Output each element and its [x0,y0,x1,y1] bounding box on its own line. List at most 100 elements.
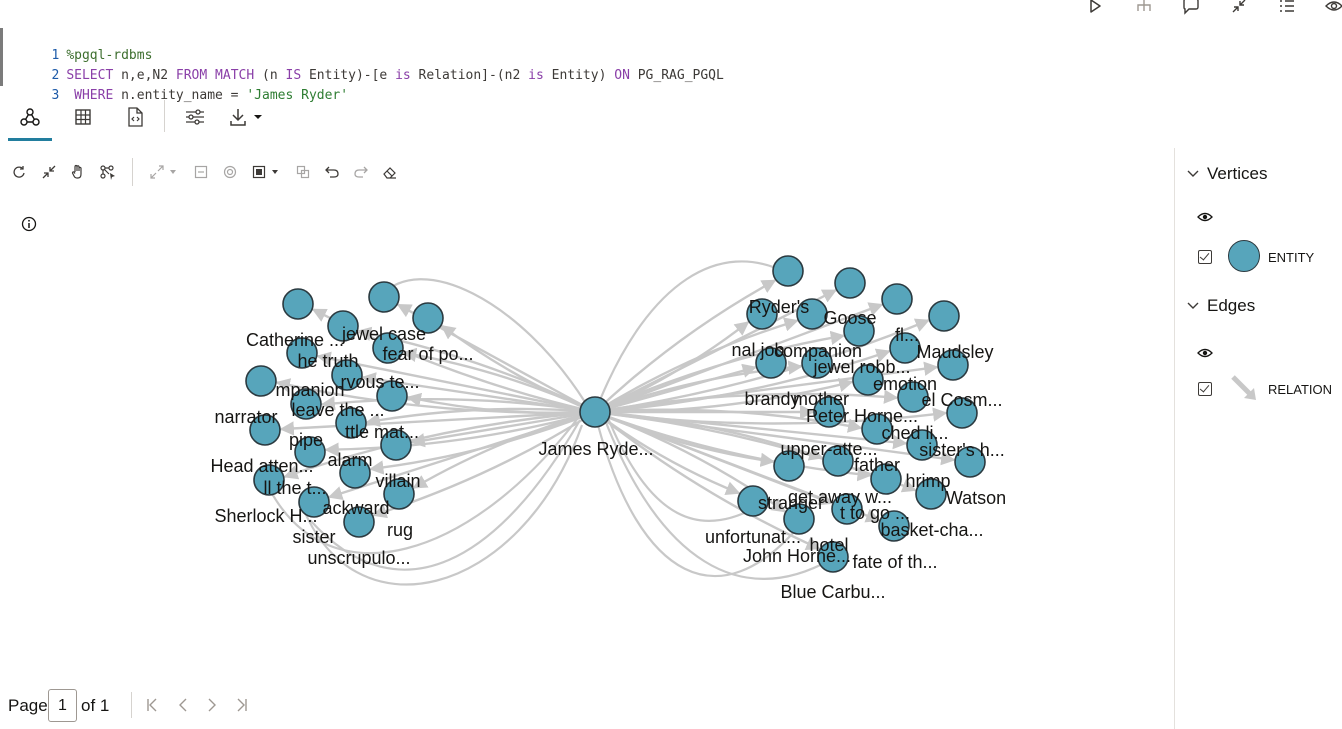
entity-node[interactable] [843,315,875,347]
entity-node[interactable] [937,349,969,381]
center-entity-node[interactable] [579,396,611,428]
hierarchy-icon[interactable] [1130,0,1158,20]
prev-page-icon[interactable] [177,697,189,717]
settings-tab[interactable] [173,96,217,138]
entity-node[interactable] [249,414,281,446]
ungroup-icon[interactable] [292,161,314,183]
entity-node[interactable] [294,436,326,468]
eraser-icon[interactable] [379,161,401,183]
list-icon[interactable] [1273,0,1301,20]
vertices-section-toggle[interactable]: Vertices [1187,164,1267,184]
entity-node[interactable] [801,347,833,379]
entity-node[interactable] [852,364,884,396]
relation-edge [594,279,777,413]
entity-node[interactable] [946,397,978,429]
entity-node[interactable] [897,381,929,413]
entity-node[interactable] [817,541,849,573]
entity-node[interactable] [889,332,921,364]
info-icon[interactable] [18,213,40,235]
relation-checkbox[interactable] [1198,382,1212,396]
entity-node[interactable] [772,255,804,287]
entity-node[interactable] [822,445,854,477]
expand-dropdown-icon[interactable] [166,161,180,183]
edges-section-toggle[interactable]: Edges [1187,296,1255,316]
entity-node[interactable] [906,429,938,461]
hand-icon[interactable] [67,161,89,183]
collapse-icon[interactable] [1225,0,1253,20]
entity-node[interactable] [831,493,863,525]
graph-canvas[interactable]: Catherine ...jewel case he truth fear of p… [0,200,1170,660]
entity-node[interactable] [331,359,363,391]
entity-node[interactable] [376,380,408,412]
entity-node[interactable] [928,300,960,332]
next-page-icon[interactable] [206,697,218,717]
table-view-tab[interactable] [61,96,105,138]
reset-icon[interactable] [9,161,31,183]
drop-icon[interactable] [190,161,212,183]
vertices-visibility-icon[interactable] [1197,210,1213,228]
relation-edge [324,410,596,457]
entity-node[interactable] [368,281,400,313]
entity-checkbox[interactable] [1198,250,1212,264]
entity-node-label: basket-cha... [880,520,983,540]
page-number-input[interactable]: 1 [48,689,77,722]
download-tab[interactable] [222,96,272,138]
entity-node[interactable] [372,332,404,364]
entity-node[interactable] [870,463,902,495]
entity-node-label: hotel [809,535,848,555]
undo-icon[interactable] [321,161,343,183]
entity-node[interactable] [881,283,913,315]
entity-node[interactable] [412,302,444,334]
entity-node[interactable] [298,486,330,518]
entity-node[interactable] [383,478,415,510]
group-dropdown-icon[interactable] [268,161,282,183]
entity-node-label: mother [793,389,849,409]
code-file-icon [128,107,143,127]
entity-node[interactable] [327,310,359,342]
entity-node[interactable] [253,464,285,496]
focus-icon[interactable] [219,161,241,183]
chevron-down-icon [1187,302,1199,309]
relation-edge [298,424,584,586]
first-page-icon[interactable] [146,697,162,717]
entity-node-label: pipe [289,430,323,450]
entity-node[interactable] [783,503,815,535]
entity-node[interactable] [834,267,866,299]
entity-node[interactable] [282,288,314,320]
select-nodes-icon[interactable] [97,161,119,183]
line-number: 1 [51,48,60,63]
graph-view-tab[interactable] [8,96,52,141]
entity-node[interactable] [755,347,787,379]
entity-node[interactable] [737,485,769,517]
chevron-down-icon [1187,170,1199,177]
expand-icon[interactable] [146,161,168,183]
eye-icon[interactable] [1320,0,1342,20]
json-view-tab[interactable] [113,96,157,138]
last-page-icon[interactable] [232,697,248,717]
entity-node[interactable] [915,478,947,510]
fit-icon[interactable] [38,161,60,183]
entity-node[interactable] [335,407,367,439]
entity-node[interactable] [245,365,277,397]
entity-node[interactable] [796,298,828,330]
entity-node[interactable] [290,388,322,420]
entity-node[interactable] [286,337,318,369]
entity-node[interactable] [343,506,375,538]
entity-node[interactable] [746,298,778,330]
entity-node[interactable] [861,413,893,445]
toolbar-divider [132,158,133,186]
entity-node-label: he truth [297,351,358,371]
entity-node[interactable] [339,457,371,489]
redo-icon[interactable] [350,161,372,183]
comment-icon[interactable] [1177,0,1205,20]
entity-node[interactable] [380,429,412,461]
entity-node[interactable] [813,396,845,428]
entity-node[interactable] [954,446,986,478]
relation-edge [603,419,831,580]
edges-visibility-icon[interactable] [1197,346,1213,364]
group-icon[interactable] [248,161,270,183]
entity-node[interactable] [773,450,805,482]
sliders-icon [186,109,204,125]
entity-node[interactable] [878,510,910,542]
run-icon[interactable] [1081,0,1109,20]
